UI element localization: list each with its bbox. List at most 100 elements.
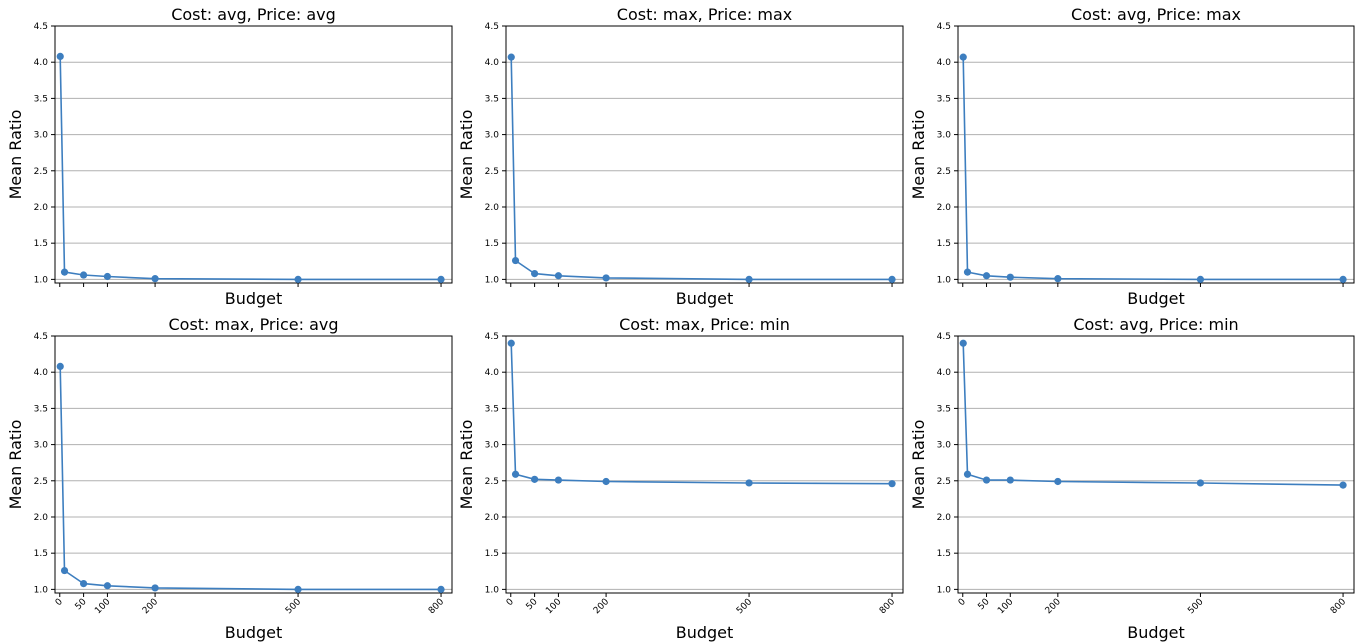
axes-frame bbox=[957, 335, 1355, 594]
y-tick-label: 1.5 bbox=[485, 549, 499, 559]
x-tick-label: 50 bbox=[525, 597, 540, 612]
data-point bbox=[888, 275, 896, 283]
y-tick-label: 1.5 bbox=[34, 549, 48, 559]
axes-frame bbox=[505, 335, 904, 594]
data-point bbox=[959, 53, 967, 61]
y-tick-label: 2.0 bbox=[485, 513, 500, 523]
data-point bbox=[437, 275, 445, 283]
data-point bbox=[982, 476, 991, 484]
y-tick-label: 3.5 bbox=[34, 94, 48, 104]
y-tick-label: 1.5 bbox=[34, 239, 48, 249]
y-tick-label: 2.0 bbox=[34, 203, 49, 213]
chart-title: Cost: max, Price: max bbox=[617, 5, 792, 24]
data-point bbox=[745, 275, 753, 283]
subplot-2: 1.0 1.5 2.0 2.5 3.0 3.5 4.0 4.5 Cost: max, Price… bbox=[457, 5, 904, 308]
data-point bbox=[554, 476, 563, 484]
series-line bbox=[962, 343, 1344, 486]
y-tick-label: 2.5 bbox=[34, 167, 48, 177]
y-tick-label: 3.5 bbox=[485, 404, 499, 414]
x-tick-label: 500 bbox=[1186, 597, 1205, 616]
x-axis-label: Budget bbox=[225, 623, 283, 642]
x-axis-label: Budget bbox=[225, 289, 283, 308]
x-tick-label: 200 bbox=[1044, 597, 1063, 616]
data-point bbox=[1054, 275, 1062, 283]
x-tick-label: 0 bbox=[505, 597, 516, 608]
x-tick-label: 100 bbox=[544, 597, 563, 616]
data-point bbox=[530, 475, 539, 483]
subplot-4: 1.0 1.5 2.0 2.5 3.0 3.5 4.0 4.5 0 50 100 200 500 800 C… bbox=[6, 315, 453, 642]
y-tick-label: 4.5 bbox=[485, 22, 499, 32]
chart-title: Cost: avg, Price: min bbox=[1073, 315, 1238, 334]
y-tick-label: 4.0 bbox=[485, 58, 500, 68]
data-point bbox=[1054, 477, 1062, 486]
y-tick-label: 3.0 bbox=[34, 441, 49, 451]
y-tick-label: 3.5 bbox=[937, 404, 951, 414]
axes-frame bbox=[957, 25, 1355, 284]
data-point bbox=[103, 272, 112, 281]
y-tick-label: 4.0 bbox=[937, 58, 952, 68]
y-tick-label: 4.5 bbox=[34, 22, 48, 32]
y-axis-label: Mean Ratio bbox=[457, 420, 476, 510]
data-point bbox=[103, 582, 112, 590]
chart-title: Cost: avg, Price: max bbox=[1071, 5, 1241, 24]
chart-title: Cost: avg, Price: avg bbox=[171, 5, 336, 24]
y-tick-label: 3.5 bbox=[34, 404, 48, 414]
data-point bbox=[507, 53, 515, 61]
y-tick-label: 1.0 bbox=[485, 275, 500, 285]
y-tick-label: 3.5 bbox=[485, 94, 499, 104]
x-axis-label: Budget bbox=[676, 623, 734, 642]
y-axis-label: Mean Ratio bbox=[6, 420, 25, 510]
y-axis-label: Mean Ratio bbox=[6, 110, 25, 200]
series-line bbox=[59, 366, 441, 591]
axes-frame bbox=[54, 335, 453, 594]
y-tick-label: 1.5 bbox=[485, 239, 499, 249]
data-point bbox=[1006, 273, 1014, 281]
y-tick-label: 1.0 bbox=[34, 585, 49, 595]
subplot-1: 1.0 1.5 2.0 2.5 3.0 3.5 4.0 4.5 Cost: avg, Price… bbox=[6, 5, 453, 308]
x-tick-label: 0 bbox=[54, 597, 65, 608]
chart-title: Cost: max, Price: min bbox=[619, 315, 790, 334]
data-point bbox=[745, 479, 753, 487]
data-point bbox=[1196, 479, 1205, 487]
data-point bbox=[602, 274, 610, 282]
y-tick-label: 3.0 bbox=[937, 131, 952, 141]
data-point bbox=[959, 339, 967, 347]
data-point bbox=[1339, 481, 1347, 489]
y-tick-label: 4.5 bbox=[937, 22, 951, 32]
x-tick-label: 500 bbox=[284, 597, 303, 616]
y-tick-label: 2.0 bbox=[937, 203, 952, 213]
y-tick-label: 1.5 bbox=[937, 239, 951, 249]
subplot-6: 1.0 1.5 2.0 2.5 3.0 3.5 4.0 4.5 0 50 100 200 500 800 C… bbox=[909, 315, 1355, 642]
y-axis-label: Mean Ratio bbox=[909, 420, 928, 510]
y-tick-label: 2.0 bbox=[937, 513, 952, 523]
data-point bbox=[79, 579, 88, 588]
data-point bbox=[60, 566, 69, 575]
y-tick-label: 3.0 bbox=[937, 441, 952, 451]
y-tick-label: 2.0 bbox=[34, 513, 49, 523]
data-point bbox=[602, 477, 610, 486]
series-line bbox=[962, 57, 1344, 281]
y-tick-label: 4.0 bbox=[34, 368, 49, 378]
x-tick-label: 50 bbox=[74, 597, 89, 612]
x-tick-label: 0 bbox=[957, 597, 968, 608]
y-tick-label: 3.0 bbox=[34, 131, 49, 141]
data-point bbox=[1006, 476, 1014, 484]
subplot-5: 1.0 1.5 2.0 2.5 3.0 3.5 4.0 4.5 0 50 100 200 500 800 C… bbox=[457, 315, 904, 642]
y-tick-label: 4.5 bbox=[34, 332, 48, 342]
y-tick-label: 2.0 bbox=[485, 203, 500, 213]
y-tick-label: 1.0 bbox=[34, 275, 49, 285]
y-tick-label: 2.5 bbox=[485, 167, 499, 177]
x-tick-label: 50 bbox=[976, 597, 991, 612]
data-point bbox=[507, 339, 515, 347]
data-point bbox=[963, 470, 972, 478]
y-tick-label: 2.5 bbox=[937, 167, 951, 177]
y-tick-label: 1.5 bbox=[937, 549, 951, 559]
y-tick-label: 3.0 bbox=[485, 131, 500, 141]
y-tick-label: 2.5 bbox=[485, 477, 499, 487]
data-point bbox=[982, 272, 991, 280]
y-tick-label: 1.0 bbox=[937, 275, 952, 285]
x-tick-label: 800 bbox=[1329, 597, 1348, 616]
x-tick-label: 100 bbox=[93, 597, 112, 616]
data-point bbox=[56, 362, 64, 371]
x-axis-label: Budget bbox=[676, 289, 734, 308]
